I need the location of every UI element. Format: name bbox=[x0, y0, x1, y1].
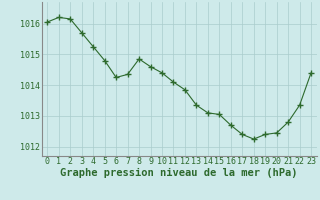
X-axis label: Graphe pression niveau de la mer (hPa): Graphe pression niveau de la mer (hPa) bbox=[60, 168, 298, 178]
